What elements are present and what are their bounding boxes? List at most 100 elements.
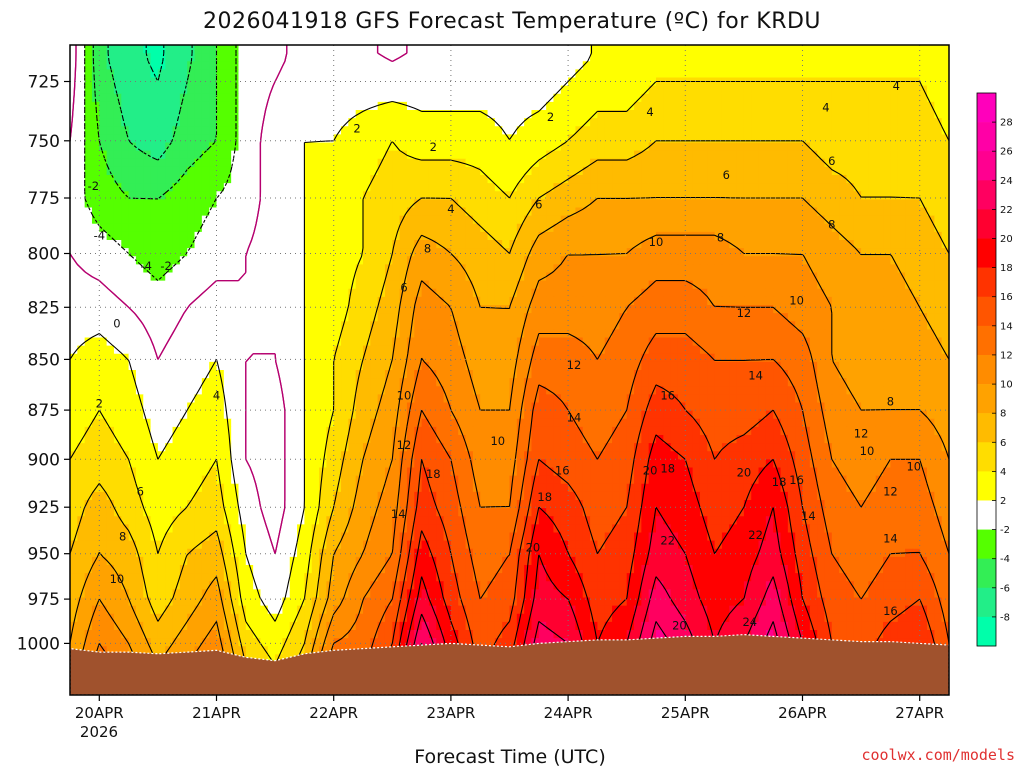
temperature-cell bbox=[194, 126, 203, 135]
temperature-cell bbox=[780, 150, 789, 160]
temperature-cell bbox=[582, 321, 591, 330]
temperature-cell bbox=[113, 126, 122, 135]
temperature-cell bbox=[817, 45, 826, 54]
temperature-cell bbox=[839, 93, 848, 103]
temperature-cell bbox=[875, 207, 884, 217]
temperature-cell bbox=[597, 264, 606, 274]
temperature-cell bbox=[707, 313, 716, 322]
temperature-cell bbox=[238, 296, 247, 306]
temperature-cell bbox=[297, 175, 305, 184]
temperature-cell bbox=[868, 191, 877, 200]
temperature-cell bbox=[436, 240, 445, 249]
temperature-cell bbox=[121, 256, 130, 265]
temperature-cell bbox=[780, 296, 789, 306]
temperature-cell bbox=[927, 264, 935, 274]
temperature-cell bbox=[802, 134, 811, 144]
temperature-cell bbox=[648, 370, 657, 379]
temperature-cell bbox=[289, 264, 298, 274]
temperature-cell bbox=[84, 158, 93, 168]
temperature-cell bbox=[77, 101, 86, 111]
temperature-cell bbox=[546, 191, 555, 200]
temperature-cell bbox=[751, 240, 760, 249]
temperature-cell bbox=[743, 53, 752, 62]
temperature-cell bbox=[304, 264, 313, 274]
temperature-cell bbox=[135, 305, 144, 314]
temperature-cell bbox=[201, 231, 210, 241]
temperature-cell bbox=[421, 158, 430, 168]
temperature-cell bbox=[341, 53, 349, 62]
temperature-cell bbox=[590, 126, 598, 135]
temperature-cell bbox=[773, 126, 782, 135]
temperature-cell bbox=[612, 150, 620, 160]
temperature-cell bbox=[677, 142, 686, 152]
temperature-cell bbox=[275, 118, 284, 127]
temperature-cell bbox=[648, 223, 657, 233]
temperature-cell bbox=[546, 158, 555, 168]
temperature-cell bbox=[604, 126, 613, 135]
temperature-cell bbox=[135, 77, 144, 87]
temperature-cell bbox=[238, 118, 247, 127]
temperature-cell bbox=[377, 280, 386, 290]
temperature-cell bbox=[656, 215, 664, 225]
temperature-cell bbox=[377, 329, 386, 339]
temperature-cell bbox=[113, 142, 122, 152]
temperature-cell bbox=[157, 53, 166, 62]
temperature-cell bbox=[289, 53, 298, 62]
temperature-cell bbox=[502, 191, 511, 200]
temperature-cell bbox=[428, 305, 437, 314]
temperature-cell bbox=[648, 337, 657, 347]
temperature-cell bbox=[597, 183, 606, 192]
temperature-cell bbox=[685, 370, 694, 379]
temperature-cell bbox=[363, 215, 371, 225]
temperature-cell bbox=[941, 305, 949, 314]
temperature-cell bbox=[77, 305, 86, 314]
temperature-cell bbox=[275, 305, 284, 314]
temperature-cell bbox=[341, 93, 349, 103]
temperature-cell bbox=[765, 215, 774, 225]
temperature-cell bbox=[795, 256, 804, 265]
temperature-cell bbox=[487, 142, 496, 152]
temperature-cell bbox=[172, 256, 181, 265]
temperature-cell bbox=[121, 158, 130, 168]
temperature-cell bbox=[641, 166, 650, 176]
temperature-cell bbox=[99, 93, 108, 103]
temperature-cell bbox=[150, 110, 159, 119]
temperature-cell bbox=[436, 329, 445, 339]
temperature-cell bbox=[91, 207, 100, 217]
temperature-cell bbox=[157, 305, 166, 314]
temperature-cell bbox=[677, 231, 686, 241]
temperature-cell bbox=[406, 69, 415, 79]
temperature-cell bbox=[326, 126, 335, 135]
temperature-cell bbox=[773, 264, 782, 274]
temperature-cell bbox=[560, 378, 569, 387]
temperature-cell bbox=[641, 231, 650, 241]
temperature-cell bbox=[443, 313, 452, 322]
temperature-cell bbox=[817, 370, 826, 379]
temperature-cell bbox=[875, 313, 884, 322]
temperature-cell bbox=[253, 207, 262, 217]
temperature-cell bbox=[384, 264, 393, 274]
temperature-cell bbox=[121, 329, 130, 339]
temperature-cell bbox=[502, 313, 511, 322]
temperature-cell bbox=[311, 248, 320, 257]
temperature-cell bbox=[883, 175, 891, 184]
temperature-cell bbox=[868, 353, 877, 363]
temperature-cell bbox=[853, 207, 862, 217]
temperature-cell bbox=[436, 345, 445, 355]
temperature-cell bbox=[509, 150, 518, 160]
temperature-cell bbox=[333, 85, 342, 95]
temperature-cell bbox=[927, 150, 935, 160]
temperature-cell bbox=[612, 85, 620, 95]
temperature-cell bbox=[465, 150, 474, 160]
temperature-cell bbox=[846, 85, 855, 95]
temperature-cell bbox=[106, 378, 115, 387]
temperature-cell bbox=[538, 313, 547, 322]
temperature-cell bbox=[839, 110, 848, 119]
temperature-cell bbox=[714, 150, 723, 160]
temperature-cell bbox=[765, 329, 774, 339]
temperature-cell bbox=[282, 370, 291, 379]
temperature-cell bbox=[538, 118, 547, 127]
temperature-cell bbox=[121, 264, 130, 274]
temperature-cell bbox=[612, 296, 620, 306]
temperature-cell bbox=[707, 223, 716, 233]
